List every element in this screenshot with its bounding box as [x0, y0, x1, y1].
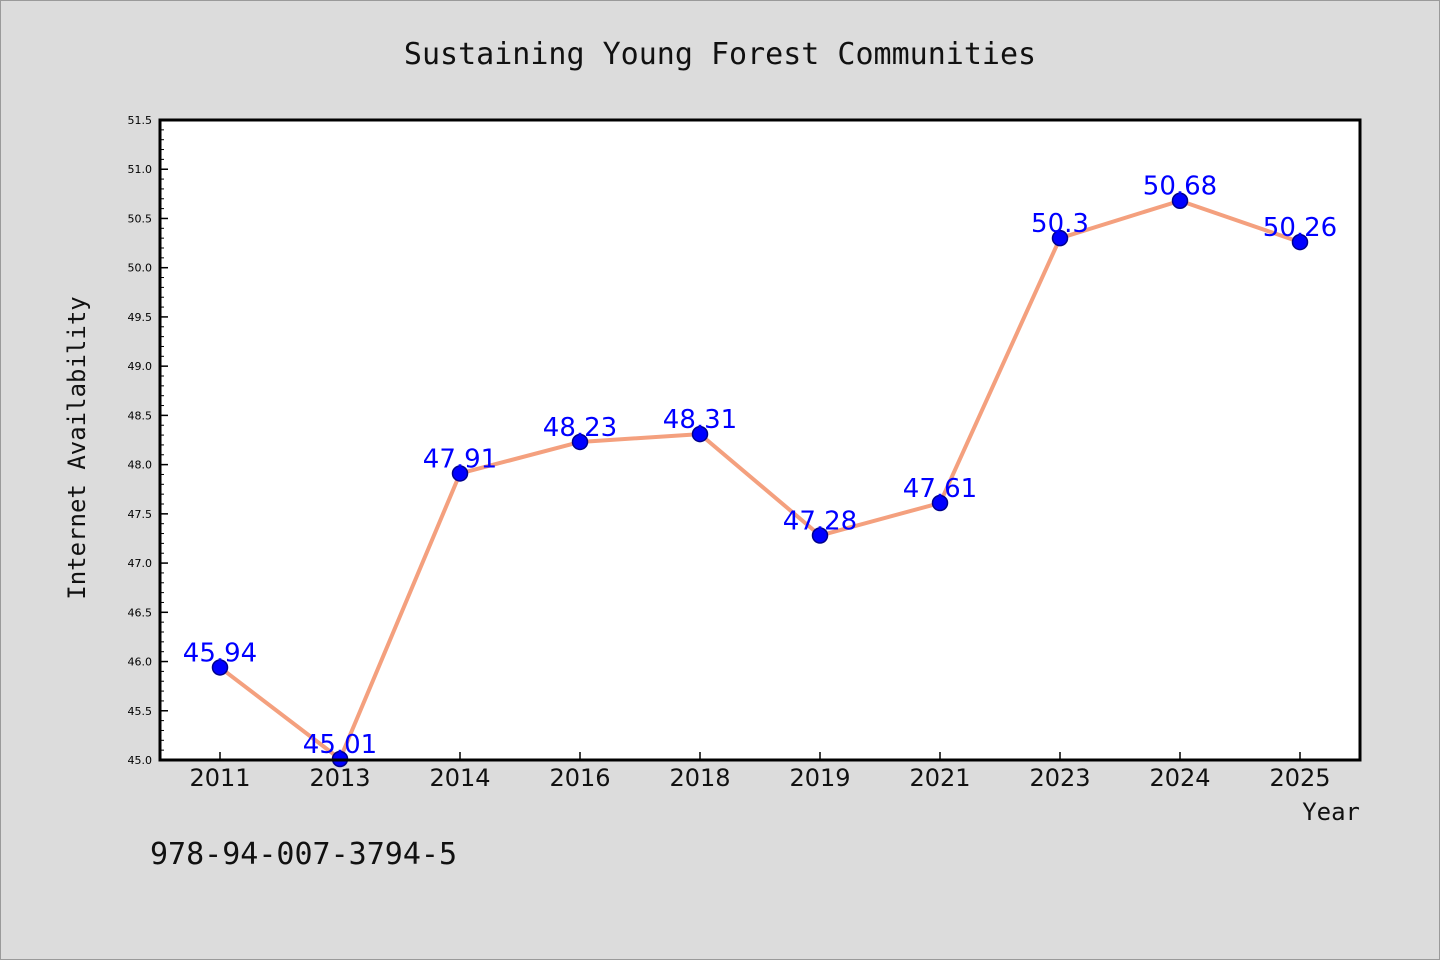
data-label: 50.3: [1031, 209, 1089, 239]
series-line-group: 45.94 45.01 47.91 48.23 48.31 47.28 47.61 50.3 5…: [183, 172, 1337, 768]
y-tick-label: 50.0: [128, 262, 153, 275]
data-label: 47.91: [423, 444, 497, 474]
data-point: [931, 494, 949, 512]
data-label: 45.01: [303, 730, 377, 760]
y-tick-label: 48.0: [128, 459, 153, 472]
data-point: [811, 527, 829, 544]
data-label: 50.68: [1143, 172, 1217, 202]
x-tick-label: 2019: [789, 764, 850, 792]
x-axis: 2011 2013 2014 2016 2018 2019 2021 2023 2024 2025: [189, 752, 1331, 792]
series-line: [218, 198, 1301, 762]
x-axis-label: Year: [1302, 798, 1360, 826]
plot-border: [158, 118, 1362, 762]
footnote-text: 978-94-007-3794-5: [150, 837, 457, 872]
data-point: [211, 659, 229, 676]
y-tick-label: 45.0: [128, 754, 153, 767]
chart-title: Sustaining Young Forest Communities: [404, 37, 1036, 72]
x-tick-label: 2016: [549, 764, 610, 792]
data-point: [1291, 233, 1309, 251]
x-tick-label: 2014: [429, 764, 490, 792]
x-tick-label: 2013: [309, 764, 370, 792]
y-tick-label: 51.5: [128, 114, 153, 127]
plot-area: [160, 120, 1360, 760]
data-point: [1051, 229, 1069, 247]
y-tick-label: 49.5: [128, 311, 153, 324]
y-tick-label: 46.5: [128, 606, 153, 619]
y-tick-label: 48.5: [128, 409, 153, 422]
data-point: [691, 425, 709, 443]
x-tick-label: 2024: [1149, 764, 1210, 792]
y-tick-label: 47.5: [128, 508, 153, 521]
data-point: [451, 465, 469, 482]
y-tick-label: 51.0: [128, 163, 153, 176]
y-tick-label: 49.0: [128, 360, 153, 373]
y-tick-label: 45.5: [128, 705, 153, 718]
x-tick-label: 2011: [189, 764, 250, 792]
data-label: 48.23: [543, 413, 617, 443]
data-label: 45.94: [183, 638, 257, 668]
x-tick-label: 2021: [909, 764, 970, 792]
x-tick-label: 2025: [1269, 764, 1330, 792]
data-point: [571, 433, 589, 451]
x-tick-label: 2023: [1029, 764, 1090, 792]
data-point: [1171, 192, 1189, 209]
x-tick-label: 2018: [669, 764, 730, 792]
data-label: 47.28: [783, 507, 857, 537]
y-axis: 45.0 45.5 46.0 46.5 47.0 47.5 48.0 48.5 49.0 49.5…: [128, 114, 168, 767]
y-tick-label: 50.5: [128, 212, 153, 225]
data-label: 48.31: [663, 405, 737, 435]
y-tick-label: 46.0: [128, 656, 153, 669]
data-label: 50.26: [1263, 213, 1337, 243]
y-tick-label: 47.0: [128, 557, 153, 570]
y-axis-label: Internet Availability: [63, 296, 91, 599]
data-label: 47.61: [903, 474, 977, 504]
